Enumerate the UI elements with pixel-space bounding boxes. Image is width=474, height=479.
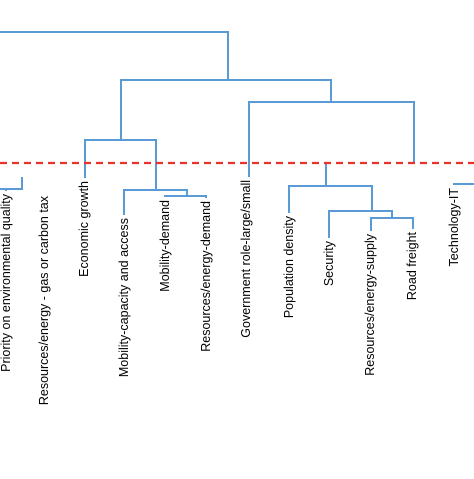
leaf-label: Priority on environmental quality bbox=[0, 193, 13, 372]
leaf-label: Mobility-capacity and access bbox=[117, 218, 131, 377]
dendrogram-branches bbox=[0, 31, 474, 238]
leaf-label: Government role-large/small bbox=[239, 180, 253, 338]
leaf-label: Economic growth bbox=[77, 181, 91, 277]
leaf-label: Population density bbox=[282, 215, 296, 318]
leaf-label: Road freight bbox=[405, 231, 419, 300]
leaf-label: Technology-IT bbox=[447, 188, 461, 267]
leaf-label: Resources/energy-supply bbox=[363, 233, 377, 375]
leaf-label: Resources/energy-demand bbox=[199, 201, 213, 352]
leaf-label: Mobility-demand bbox=[158, 200, 172, 292]
leaf-label: Resources/energy - gas or carbon tax bbox=[37, 195, 51, 405]
leaf-labels: Priority on environmental quality Resourc… bbox=[0, 180, 461, 405]
leaf-label: Security bbox=[322, 240, 336, 286]
